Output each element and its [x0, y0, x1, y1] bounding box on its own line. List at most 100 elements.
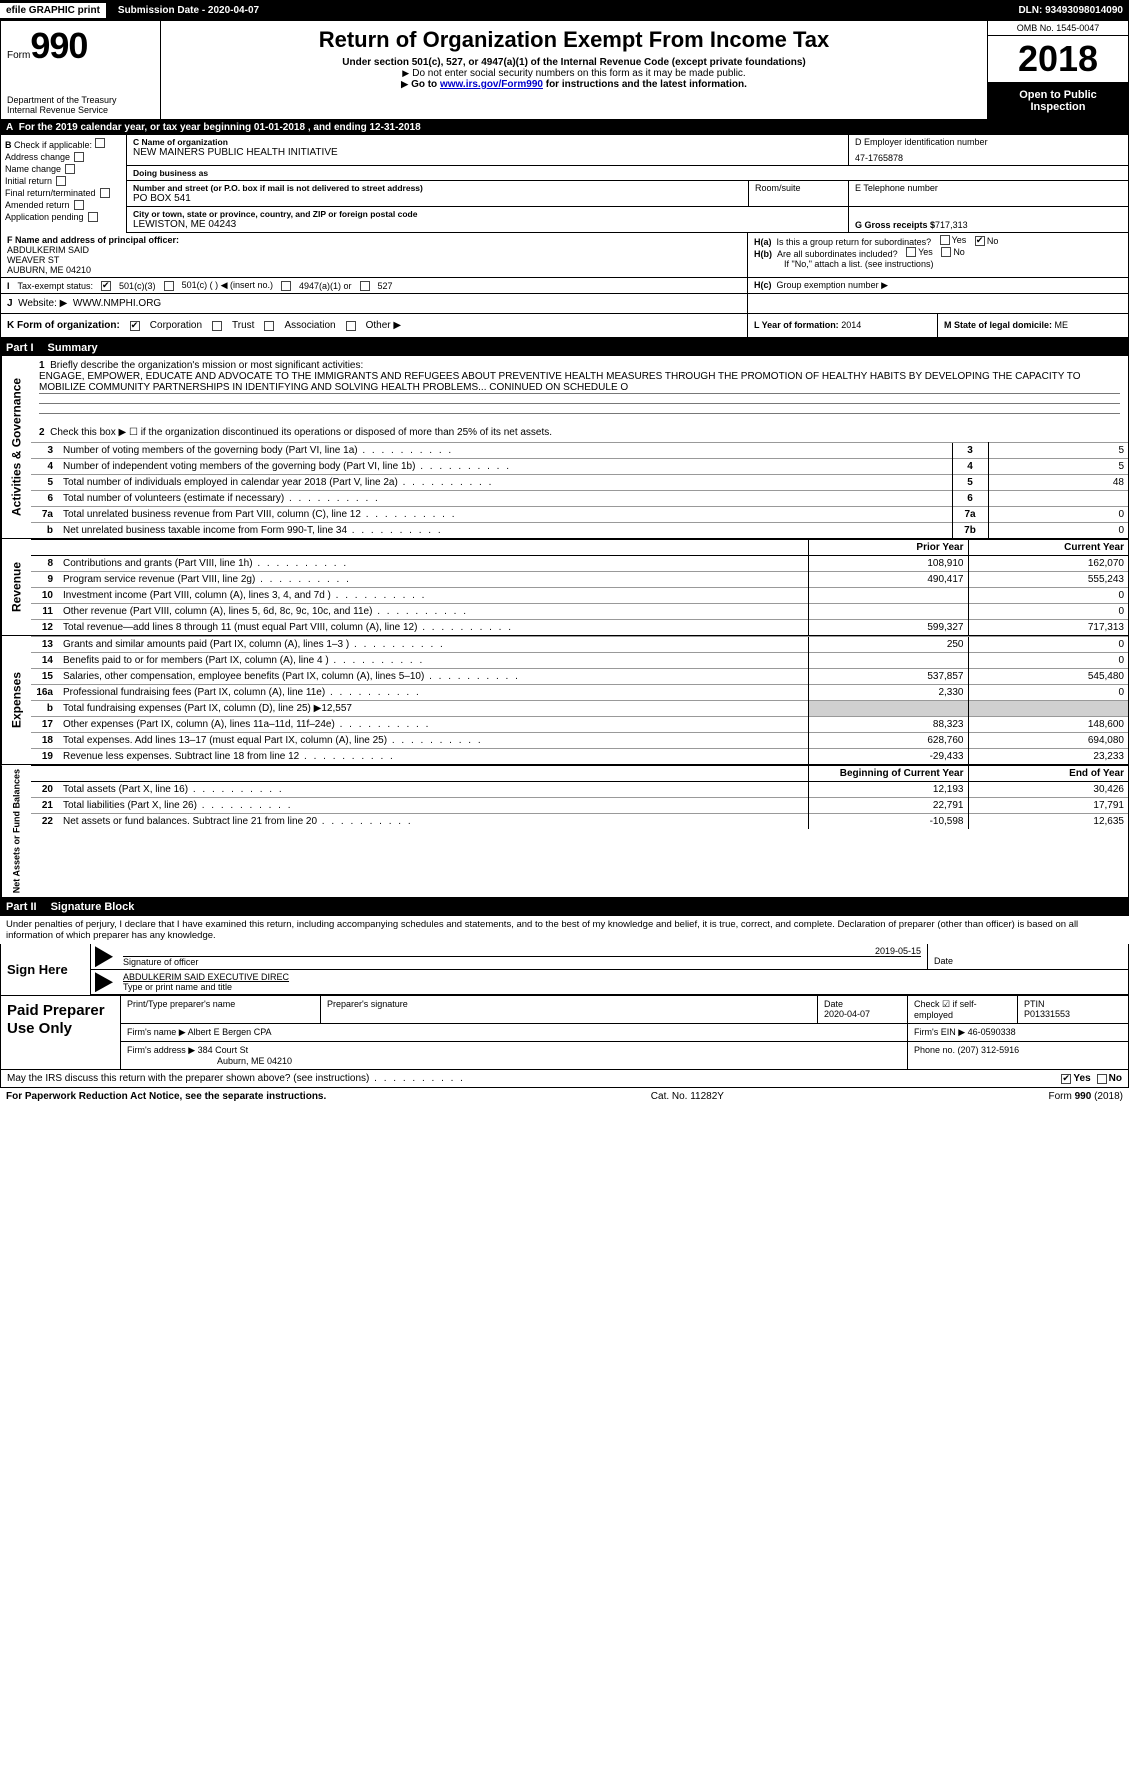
k-other-chk[interactable] — [346, 321, 356, 331]
form-header: Form990 Department of the Treasury Inter… — [0, 20, 1129, 120]
firm-addr2: Auburn, ME 04210 — [127, 1056, 901, 1066]
i-501c3: 501(c)(3) — [119, 281, 156, 291]
table-row: 9Program service revenue (Part VIII, lin… — [31, 572, 1128, 588]
section-bcd: B Check if applicable: Address changeNam… — [1, 135, 1128, 233]
i-text: Tax-exempt status: — [18, 281, 94, 291]
b-check-item: Final return/terminated — [5, 188, 122, 198]
b-check-item: Application pending — [5, 212, 122, 222]
current-year-hdr: Current Year — [968, 540, 1128, 556]
i-527: 527 — [378, 281, 393, 291]
firm-name-label: Firm's name ▶ — [127, 1027, 188, 1037]
discuss-no: No — [1109, 1073, 1122, 1084]
prior-year-hdr: Prior Year — [808, 540, 968, 556]
i-527-chk[interactable] — [360, 281, 370, 291]
sig-arrow-icon — [95, 946, 113, 967]
dln-label: DLN: — [1018, 5, 1045, 16]
governance-table: 3Number of voting members of the governi… — [31, 442, 1128, 538]
k-corp-chk[interactable] — [130, 321, 140, 331]
goto-note: Go to www.irs.gov/Form990 for instructio… — [171, 79, 977, 90]
table-row: 13Grants and similar amounts paid (Part … — [31, 637, 1128, 653]
section-b: B Check if applicable: Address changeNam… — [1, 135, 127, 233]
i-4947-chk[interactable] — [281, 281, 291, 291]
form-number: 990 — [30, 25, 87, 66]
begin-year-hdr: Beginning of Current Year — [808, 766, 968, 782]
k-assoc: Association — [284, 320, 335, 331]
k-trust-chk[interactable] — [212, 321, 222, 331]
ptin-value: P01331553 — [1024, 1009, 1122, 1019]
department: Department of the Treasury Internal Reve… — [7, 95, 154, 115]
b-chk[interactable] — [88, 212, 98, 222]
open-public-2: Inspection — [990, 101, 1126, 113]
cal-text: For the 2019 calendar year, or tax year … — [19, 122, 254, 133]
penalty-statement: Under penalties of perjury, I declare th… — [0, 915, 1129, 944]
b-chk[interactable] — [74, 200, 84, 210]
dln: DLN: 93493098014090 — [1012, 3, 1129, 18]
table-row: 14Benefits paid to or for members (Part … — [31, 653, 1128, 669]
line2-num: 2 — [39, 427, 45, 438]
type-name-label: Type or print name and title — [123, 982, 1122, 992]
table-row: 22Net assets or fund balances. Subtract … — [31, 814, 1128, 830]
i-4947: 4947(a)(1) or — [299, 281, 352, 291]
k-assoc-chk[interactable] — [264, 321, 274, 331]
sign-here-label: Sign Here — [1, 944, 91, 995]
table-row: 21Total liabilities (Part X, line 26)22,… — [31, 798, 1128, 814]
discuss-yes-chk[interactable] — [1061, 1074, 1071, 1084]
table-row: 12Total revenue—add lines 8 through 11 (… — [31, 620, 1128, 636]
footer-form-num: 990 — [1075, 1091, 1092, 1102]
ha-question: Is this a group return for subordinates? — [777, 237, 932, 247]
i-501c-chk[interactable] — [164, 281, 174, 291]
gross-receipts: 717,313 — [935, 220, 968, 230]
open-public-1: Open to Public — [990, 89, 1126, 101]
city-label: City or town, state or province, country… — [133, 209, 842, 219]
top-bar: efile GRAPHIC print Submission Date - 20… — [0, 0, 1129, 20]
discuss-yes: Yes — [1073, 1073, 1090, 1084]
hb-yes-chk[interactable] — [906, 247, 916, 257]
section-f: F Name and address of principal officer:… — [1, 233, 748, 277]
footer-year: 2018 — [1097, 1091, 1119, 1102]
hb-no-chk[interactable] — [941, 247, 951, 257]
ha-yes-chk[interactable] — [940, 235, 950, 245]
part-ii-title: Signature Block — [51, 901, 135, 913]
part-i-header: Part I Summary — [0, 339, 1129, 356]
submission-date: Submission Date - 2020-04-07 — [112, 3, 265, 18]
ha-no: No — [987, 236, 999, 246]
b-chk[interactable] — [74, 152, 84, 162]
k-label: K Form of organization: — [7, 320, 120, 331]
submission-label: Submission Date - — [118, 5, 208, 16]
b-intro: Check if applicable: — [14, 140, 92, 150]
cal-begin: 01-01-2018 — [254, 122, 305, 133]
hb-question: Are all subordinates included? — [777, 249, 898, 259]
section-m: M State of legal domicile: ME — [938, 314, 1128, 337]
e-label: E Telephone number — [855, 183, 1122, 193]
open-to-public: Open to Public Inspection — [988, 83, 1128, 119]
discuss-no-chk[interactable] — [1097, 1074, 1107, 1084]
b-chk[interactable] — [65, 164, 75, 174]
k-trust: Trust — [232, 320, 254, 331]
g-label: G Gross receipts $ — [855, 220, 935, 230]
room-label: Room/suite — [755, 183, 842, 193]
form990-link[interactable]: www.irs.gov/Form990 — [440, 79, 543, 90]
table-row: bTotal fundraising expenses (Part IX, co… — [31, 701, 1128, 717]
b-chk[interactable] — [100, 188, 110, 198]
form-word: Form — [7, 50, 30, 61]
section-klm: K Form of organization: Corporation Trus… — [1, 314, 1128, 338]
addr-label: Number and street (or P.O. box if mail i… — [133, 183, 742, 193]
sign-here-block: Sign Here 2019-05-15 Signature of office… — [0, 944, 1129, 996]
i-501c3-chk[interactable] — [101, 281, 111, 291]
table-row: 3Number of voting members of the governi… — [31, 443, 1128, 459]
section-k: K Form of organization: Corporation Trus… — [1, 314, 748, 337]
b-chk[interactable] — [56, 176, 66, 186]
l-label: L Year of formation: — [754, 320, 841, 330]
tax-year: 2018 — [988, 36, 1128, 83]
b-chk-inline[interactable] — [95, 138, 105, 148]
table-row: 16aProfessional fundraising fees (Part I… — [31, 685, 1128, 701]
header-right: OMB No. 1545-0047 2018 Open to Public In… — [988, 21, 1128, 119]
ha-no-chk[interactable] — [975, 236, 985, 246]
ha-yes: Yes — [952, 235, 967, 245]
prep-self-employed: Check ☑ if self-employed — [908, 996, 1018, 1023]
table-row: 11Other revenue (Part VIII, column (A), … — [31, 604, 1128, 620]
form-title: Return of Organization Exempt From Incom… — [171, 27, 977, 53]
vlabel-revenue: Revenue — [1, 539, 31, 635]
m-label: M State of legal domicile: — [944, 320, 1055, 330]
dba-label: Doing business as — [133, 168, 842, 178]
